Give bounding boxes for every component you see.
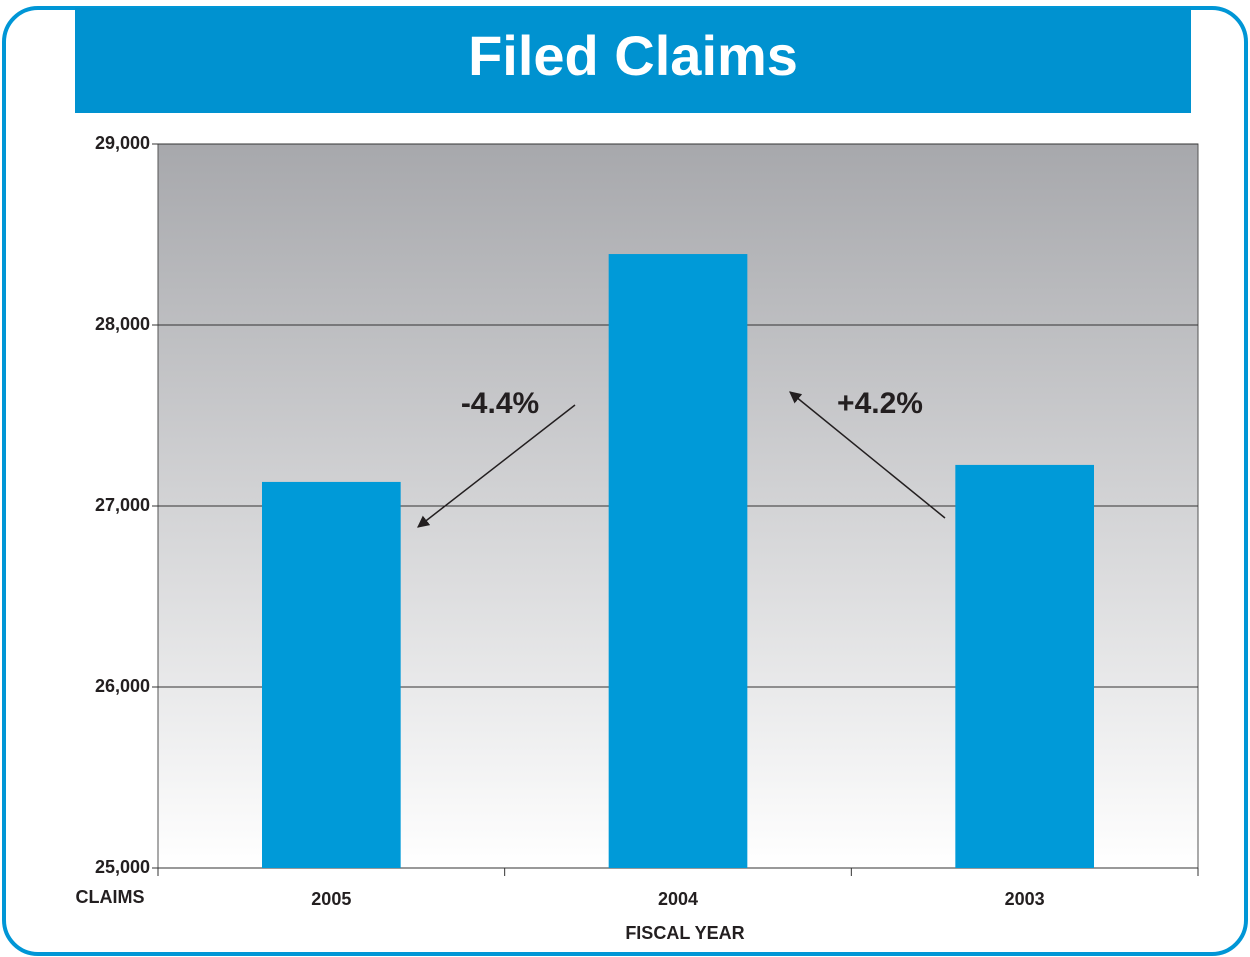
bar — [955, 464, 1094, 868]
y-tick-label: 25,000 — [95, 857, 150, 877]
x-axis-label: FISCAL YEAR — [625, 923, 744, 943]
annotation: -4.4% — [461, 387, 539, 420]
bar — [262, 481, 401, 868]
bar — [608, 254, 748, 869]
annotation: +4.2% — [837, 387, 923, 420]
y-tick-label: 29,000 — [95, 133, 150, 153]
x-tick-label: 2005 — [311, 889, 351, 909]
chart-title: Filed Claims — [468, 24, 798, 87]
annotation-arrow — [417, 404, 576, 528]
y-tick-label: 27,000 — [95, 495, 150, 515]
y-axis-label: CLAIMS — [76, 887, 145, 907]
x-tick-label: 2003 — [1005, 889, 1045, 909]
title-banner — [75, 8, 1191, 113]
annotation-arrow — [789, 391, 946, 519]
x-tick-label: 2004 — [658, 889, 698, 909]
y-tick-label: 28,000 — [95, 314, 150, 334]
y-tick-label: 26,000 — [95, 676, 150, 696]
